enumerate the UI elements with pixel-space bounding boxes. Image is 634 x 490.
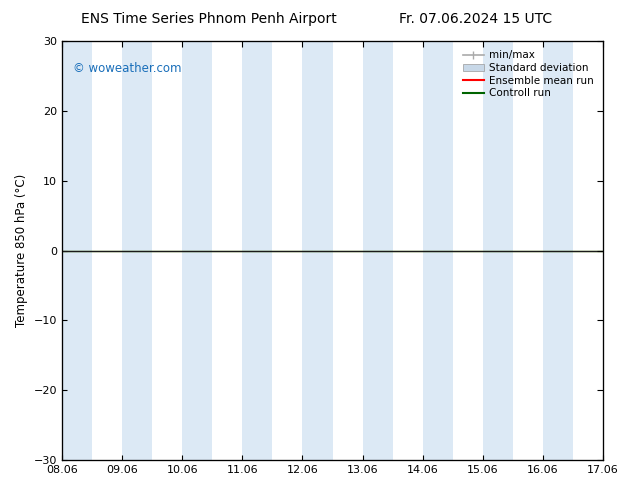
Bar bbox=[182, 41, 212, 460]
Bar bbox=[483, 41, 513, 460]
Text: Fr. 07.06.2024 15 UTC: Fr. 07.06.2024 15 UTC bbox=[399, 12, 552, 26]
Text: ENS Time Series Phnom Penh Airport: ENS Time Series Phnom Penh Airport bbox=[81, 12, 337, 26]
Bar bbox=[363, 41, 392, 460]
Text: © woweather.com: © woweather.com bbox=[73, 62, 181, 75]
Legend: min/max, Standard deviation, Ensemble mean run, Controll run: min/max, Standard deviation, Ensemble me… bbox=[459, 46, 598, 102]
Bar bbox=[62, 41, 92, 460]
Y-axis label: Temperature 850 hPa (°C): Temperature 850 hPa (°C) bbox=[15, 174, 28, 327]
Bar bbox=[423, 41, 453, 460]
Bar bbox=[242, 41, 273, 460]
Bar bbox=[302, 41, 332, 460]
Bar bbox=[543, 41, 573, 460]
Bar bbox=[122, 41, 152, 460]
